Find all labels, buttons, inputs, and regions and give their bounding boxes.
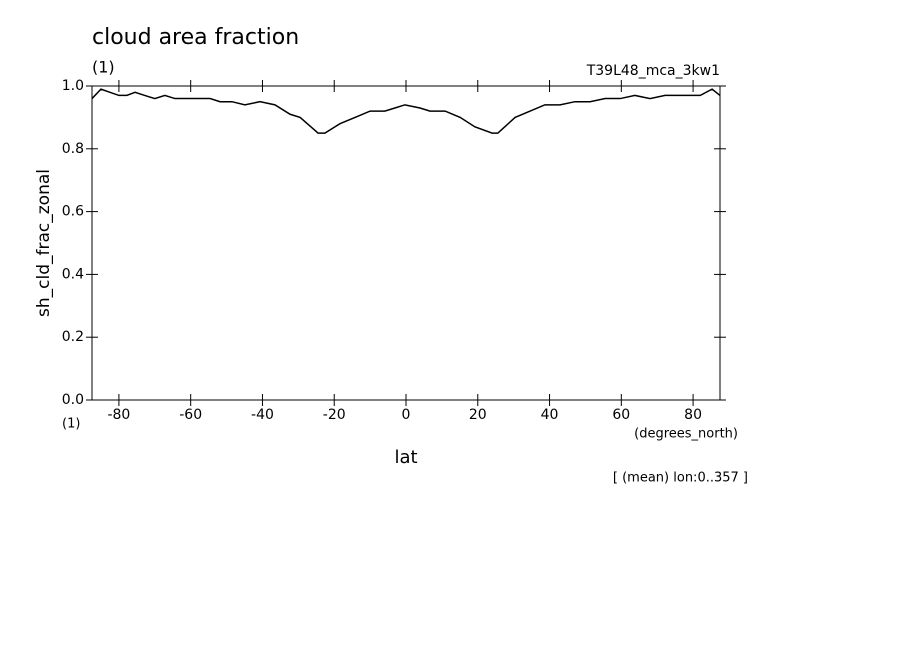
x-units: (degrees_north) bbox=[634, 427, 738, 442]
y-tick-label: 0.2 bbox=[62, 329, 84, 345]
plot-frame bbox=[91, 85, 721, 401]
x-tick-label: 20 bbox=[469, 407, 487, 423]
y-tick-label: 1.0 bbox=[62, 78, 84, 94]
footnote: [ (mean) lon:0..357 ] bbox=[613, 471, 748, 486]
chart-title: cloud area fraction bbox=[92, 25, 299, 50]
title-units: (1) bbox=[92, 58, 115, 77]
x-tick-label: -80 bbox=[107, 407, 130, 423]
y-tick-label: 0.8 bbox=[62, 141, 84, 157]
x-tick-label: -40 bbox=[251, 407, 274, 423]
data-line bbox=[91, 88, 721, 134]
x-tick-label: -20 bbox=[323, 407, 346, 423]
x-tick-label: -60 bbox=[179, 407, 202, 423]
x-tick-label: 60 bbox=[612, 407, 630, 423]
x-tick-label: 80 bbox=[684, 407, 702, 423]
y-axis-label: sh_cld_frac_zonal bbox=[34, 169, 54, 317]
y-tick-label: 0.4 bbox=[62, 266, 84, 282]
x-axis-label: lat bbox=[394, 447, 417, 468]
x-tick-label: 0 bbox=[402, 407, 411, 423]
dataset-label: T39L48_mca_3kw1 bbox=[586, 63, 720, 79]
y-tick-label: 0.0 bbox=[62, 392, 84, 408]
y-tick-label: 0.6 bbox=[62, 204, 84, 220]
y-units: (1) bbox=[62, 417, 80, 432]
x-tick-label: 40 bbox=[541, 407, 559, 423]
